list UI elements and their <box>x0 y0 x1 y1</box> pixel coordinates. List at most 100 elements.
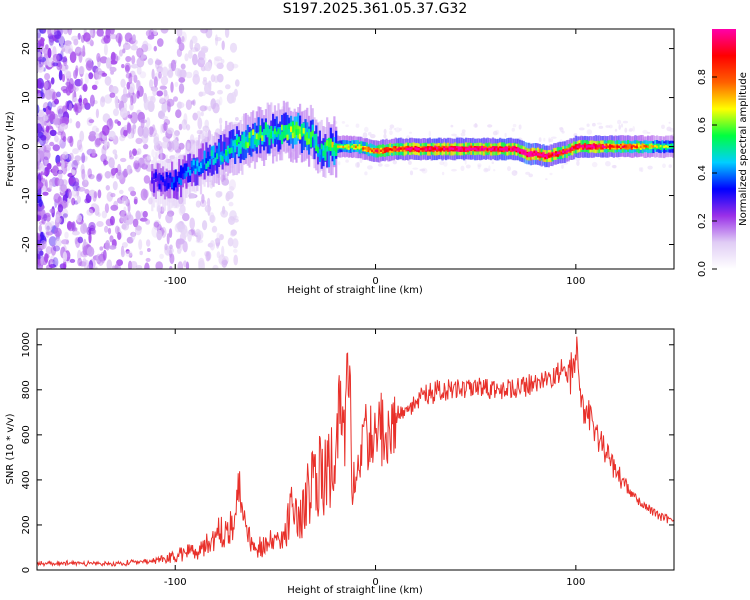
spectrogram-ridge-cell <box>243 131 246 145</box>
spectrogram-ridge-cell <box>585 145 588 148</box>
spectrogram-ridge-cell <box>252 135 255 149</box>
spectrogram-noise-cell <box>79 130 85 142</box>
spectrogram-noise-cell <box>605 125 610 128</box>
spectrogram-noise-cell <box>141 43 149 53</box>
spectrogram-ridge-cell <box>553 153 556 156</box>
spectrogram-noise-cell <box>134 224 142 236</box>
spectrogram-noise-cell <box>174 81 179 88</box>
spectrogram-ridge-cell <box>183 173 186 179</box>
spectrogram-ridge-cell <box>288 126 291 140</box>
spectrogram-noise-cell <box>123 206 127 214</box>
spectrogram-ridge-cell <box>466 147 469 151</box>
spectrogram-ridge-cell <box>371 149 374 152</box>
spectrogram-noise-cell <box>114 153 118 160</box>
spectrogram-noise-cell <box>364 171 368 176</box>
spectrogram-noise-cell <box>632 125 635 132</box>
spectrogram-noise-cell <box>419 168 426 172</box>
spectrogram-noise-cell <box>37 214 42 222</box>
spectrogram-ridge-cell <box>520 149 523 152</box>
spectrogram-ridge-cell <box>486 148 489 151</box>
spectrogram-ridge-cell <box>398 147 401 150</box>
spectrogram-ridge-cell <box>232 140 235 146</box>
spectrogram-noise-cell <box>76 214 83 223</box>
spectrogram-ridge-cell <box>582 145 585 148</box>
spectrogram-noise-cell <box>101 145 107 157</box>
spectrogram-noise-cell <box>100 72 108 77</box>
spectrogram-noise-cell <box>144 262 150 269</box>
spectrogram-noise-cell <box>37 239 42 245</box>
spectrogram-noise-cell <box>592 122 596 127</box>
spectrogram-ridge-cell <box>291 121 294 135</box>
spectrogram-ridge-cell <box>194 168 197 175</box>
spectrogram-noise-cell <box>136 109 142 118</box>
spectrogram-noise-cell <box>179 204 186 214</box>
spectrogram-ridge-cell <box>189 153 192 182</box>
spectrogram-noise-cell <box>75 47 83 54</box>
spectrogram-ridge-cell <box>299 126 302 140</box>
spectrogram-ridge-cell <box>230 147 233 154</box>
spectrogram-noise-cell <box>146 154 151 161</box>
spectrogram-ridge-cell <box>263 129 266 136</box>
spectrogram-ridge-cell <box>189 169 192 182</box>
spectrogram-ridge-cell <box>596 145 599 148</box>
spectrogram-ridge-cell <box>154 172 157 178</box>
spectrogram-ridge-cell <box>165 172 168 178</box>
spectrogram-noise-cell <box>77 257 83 267</box>
spectrogram-noise-cell <box>139 217 148 222</box>
spectrogram-ridge-cell <box>315 145 318 152</box>
spectrogram-noise-cell <box>48 181 53 190</box>
spectrogram-ridge-cell <box>482 148 486 151</box>
spectrogram-noise-cell <box>166 247 174 255</box>
spectrogram-noise-cell <box>91 148 96 157</box>
spectrogram-noise-cell <box>147 35 155 40</box>
spectrogram-noise-cell <box>212 102 220 114</box>
colorbar-tick-label: 0.2 <box>697 213 708 229</box>
spectrogram-ridge-cell <box>499 148 502 151</box>
spectrogram-noise-cell <box>204 251 210 257</box>
spectrogram-noise-cell <box>99 246 104 251</box>
spectrogram-noise-cell <box>128 260 133 269</box>
spectrogram-noise-cell <box>204 204 212 213</box>
spectrogram-noise-cell <box>114 95 119 107</box>
spectrogram-noise-cell <box>189 217 195 230</box>
spectrogram-ridge-cell <box>394 148 397 151</box>
spectrogram-ridge-cell <box>331 141 334 148</box>
spectrogram-noise-cell <box>53 30 62 39</box>
spectrogram-noise-cell <box>142 210 148 218</box>
spectrogram-ridge-cell <box>470 148 473 151</box>
spectrogram-ridge-cell <box>497 148 500 151</box>
spectrogram-ridge-cell <box>472 147 475 150</box>
spectrogram-ridge-cell <box>556 151 559 155</box>
spectrogram-noise-cell <box>60 208 69 220</box>
spectrogram-noise-cell <box>45 105 52 115</box>
spectrogram-noise-cell <box>37 53 43 60</box>
spectrogram-noise-cell <box>163 122 168 132</box>
spectrogram-ridge-cell <box>533 153 536 156</box>
spectrogram-noise-cell <box>139 71 147 79</box>
spectrogram-noise-cell <box>450 124 454 128</box>
spectrogram-noise-cell <box>89 94 95 107</box>
spectrogram-noise-cell <box>44 73 51 81</box>
spectrogram-x-tick-label: 0 <box>372 276 378 287</box>
spectrogram-noise-cell <box>56 91 61 98</box>
spectrogram-noise-cell <box>97 256 104 266</box>
spectrogram-noise-cell <box>104 203 109 214</box>
spectrogram-ridge-cell <box>643 144 646 148</box>
spectrogram-ridge-cell <box>212 145 215 159</box>
spectrogram-ridge-cell <box>207 161 210 167</box>
spectrogram-noise-cell <box>153 221 160 228</box>
spectrogram-noise-cell <box>133 196 138 203</box>
spectrogram-noise-cell <box>146 239 151 247</box>
snr-y-label: SNR (10 * v/v) <box>5 413 16 484</box>
spectrogram-noise-cell <box>109 66 117 73</box>
spectrogram-ridge-cell <box>513 148 516 151</box>
spectrogram-ridge-cell <box>277 128 280 135</box>
spectrogram-noise-cell <box>73 159 80 166</box>
spectrogram-noise-cell <box>204 105 208 111</box>
spectrogram-ridge-cell <box>291 132 294 139</box>
spectrogram-ridge-cell <box>318 149 321 155</box>
spectrogram-noise-cell <box>225 192 231 202</box>
spectrogram-noise-cell <box>71 230 80 236</box>
spectrogram-noise-cell <box>525 171 530 175</box>
snr-x-label: Height of straight line (km) <box>287 585 423 596</box>
